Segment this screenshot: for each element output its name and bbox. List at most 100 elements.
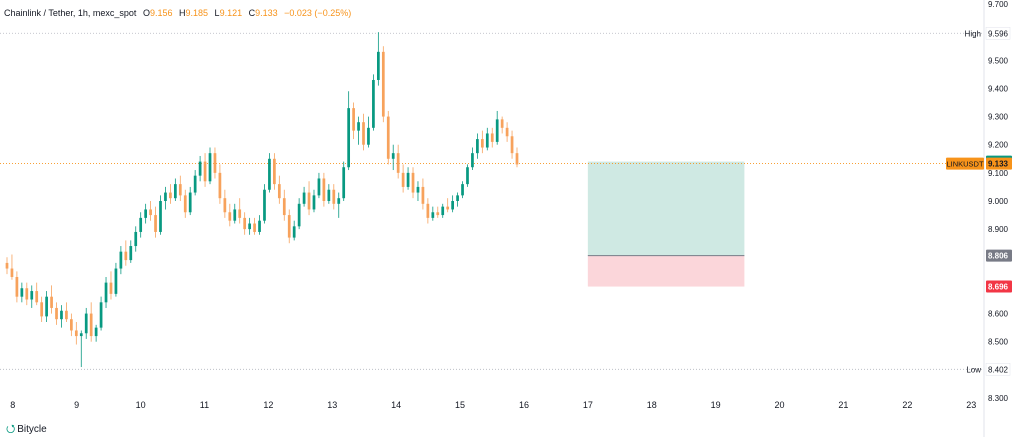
candle-body xyxy=(35,291,39,303)
y-tick-label: 9.000 xyxy=(988,197,1009,206)
low-value-label: 8.402 xyxy=(988,365,1009,374)
candle-body xyxy=(45,296,48,317)
open-label: O xyxy=(142,8,150,18)
x-tick-label: 23 xyxy=(966,400,976,410)
candle-body xyxy=(327,189,331,201)
candle-body xyxy=(169,192,172,199)
candle-body xyxy=(183,195,187,213)
x-tick-label: 11 xyxy=(200,400,209,410)
x-tick-label: 16 xyxy=(519,400,529,410)
symbol-title: Chainlink / Tether, 1h, mexc_spot xyxy=(4,8,137,18)
candle-body xyxy=(357,122,360,131)
x-tick-label: 20 xyxy=(775,400,785,410)
high-badge xyxy=(985,27,1011,40)
low-label: L xyxy=(214,8,220,18)
candle-body xyxy=(297,203,301,227)
candle-body xyxy=(322,178,326,201)
candle-body xyxy=(65,310,68,320)
candle-body xyxy=(277,184,281,199)
candle-body xyxy=(337,198,341,204)
candle-body xyxy=(485,133,489,148)
candle-body xyxy=(396,153,400,173)
candle-body xyxy=(451,201,454,210)
bitycle-logo-icon: ⭯ xyxy=(6,423,16,435)
candle-body xyxy=(104,282,108,303)
candle-body xyxy=(510,136,514,154)
candle-body xyxy=(362,122,365,145)
symbol-tag-label: LINKUSDT xyxy=(946,160,984,169)
candle-body xyxy=(10,268,14,277)
stop-price-label: 8.696 xyxy=(988,283,1009,292)
candle-body xyxy=(233,209,237,221)
candle-body xyxy=(154,215,157,232)
entry-price-badge xyxy=(986,249,1012,262)
y-tick-label: 9.200 xyxy=(988,141,1009,150)
candle-body xyxy=(50,296,53,308)
candle-body xyxy=(317,178,321,196)
close-value: 9.133 xyxy=(255,8,278,18)
high-line-label: High xyxy=(965,29,981,38)
low-line-label: Low xyxy=(966,365,981,374)
candle-body xyxy=(188,192,192,213)
candle-body xyxy=(515,153,519,165)
candle-body xyxy=(213,153,217,173)
target-zone[interactable] xyxy=(587,161,745,256)
candle-body xyxy=(367,127,370,145)
high-value-label: 9.596 xyxy=(988,29,1009,38)
candle-body xyxy=(203,161,207,182)
candle-body xyxy=(114,268,118,294)
y-tick-label: 8.500 xyxy=(988,338,1009,347)
candle-body xyxy=(436,212,440,216)
y-tick-label: 9.100 xyxy=(988,169,1009,178)
candle-body xyxy=(159,201,162,232)
candle-body xyxy=(30,291,34,300)
candle-body xyxy=(268,158,271,190)
candle-body xyxy=(164,192,167,201)
candle-body xyxy=(124,251,128,261)
candle-body xyxy=(263,189,266,221)
candle-body xyxy=(332,189,336,204)
x-tick-label: 13 xyxy=(327,400,337,410)
candle-body xyxy=(401,172,405,187)
x-tick-label: 15 xyxy=(455,400,465,410)
candle-body xyxy=(109,282,113,294)
candle-body xyxy=(476,139,479,154)
candle-body xyxy=(129,246,133,261)
x-tick-label: 18 xyxy=(647,400,657,410)
candle-body xyxy=(193,175,197,193)
candle-body xyxy=(461,184,464,196)
candle-body xyxy=(302,192,306,204)
candle-body xyxy=(208,153,212,182)
high-value: 9.185 xyxy=(185,8,209,18)
close-label: C xyxy=(248,8,256,18)
candle-body xyxy=(134,231,138,247)
stop-price-badge xyxy=(986,280,1012,293)
candle-body xyxy=(372,79,375,128)
candle-body xyxy=(74,330,78,337)
x-tick-label: 17 xyxy=(583,400,593,410)
candle-body xyxy=(466,167,469,185)
x-tick-label: 22 xyxy=(902,400,912,410)
stop-zone[interactable] xyxy=(587,255,745,287)
candle-body xyxy=(139,217,143,232)
candle-body xyxy=(495,119,499,142)
current-price-badge xyxy=(986,157,1012,170)
candle-body xyxy=(5,262,9,269)
candle-body xyxy=(376,51,380,80)
candle-body xyxy=(307,192,311,210)
open-value: 9.156 xyxy=(149,8,173,18)
candle-body xyxy=(144,209,148,218)
y-tick-label: 9.400 xyxy=(988,84,1009,93)
candle-body xyxy=(456,195,459,201)
x-tick-label: 9 xyxy=(74,400,79,410)
candle-body xyxy=(15,276,19,297)
candle-body xyxy=(471,153,474,168)
candle-body xyxy=(198,161,202,176)
candle-body xyxy=(391,153,395,159)
candle-body xyxy=(490,133,494,142)
candle-body xyxy=(253,223,256,232)
y-tick-label: 9.500 xyxy=(988,56,1009,65)
candle-body xyxy=(312,195,316,210)
candle-body xyxy=(381,51,385,117)
